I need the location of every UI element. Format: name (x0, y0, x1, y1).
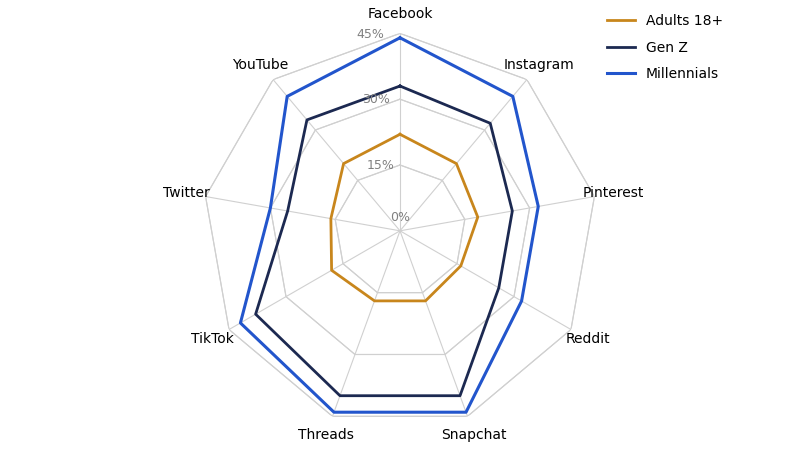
Text: 30%: 30% (362, 93, 390, 106)
Legend: Adults 18+, Gen Z, Millennials: Adults 18+, Gen Z, Millennials (602, 9, 729, 87)
Text: 45%: 45% (356, 27, 384, 40)
Text: 0%: 0% (390, 211, 410, 224)
Text: 15%: 15% (367, 159, 394, 172)
